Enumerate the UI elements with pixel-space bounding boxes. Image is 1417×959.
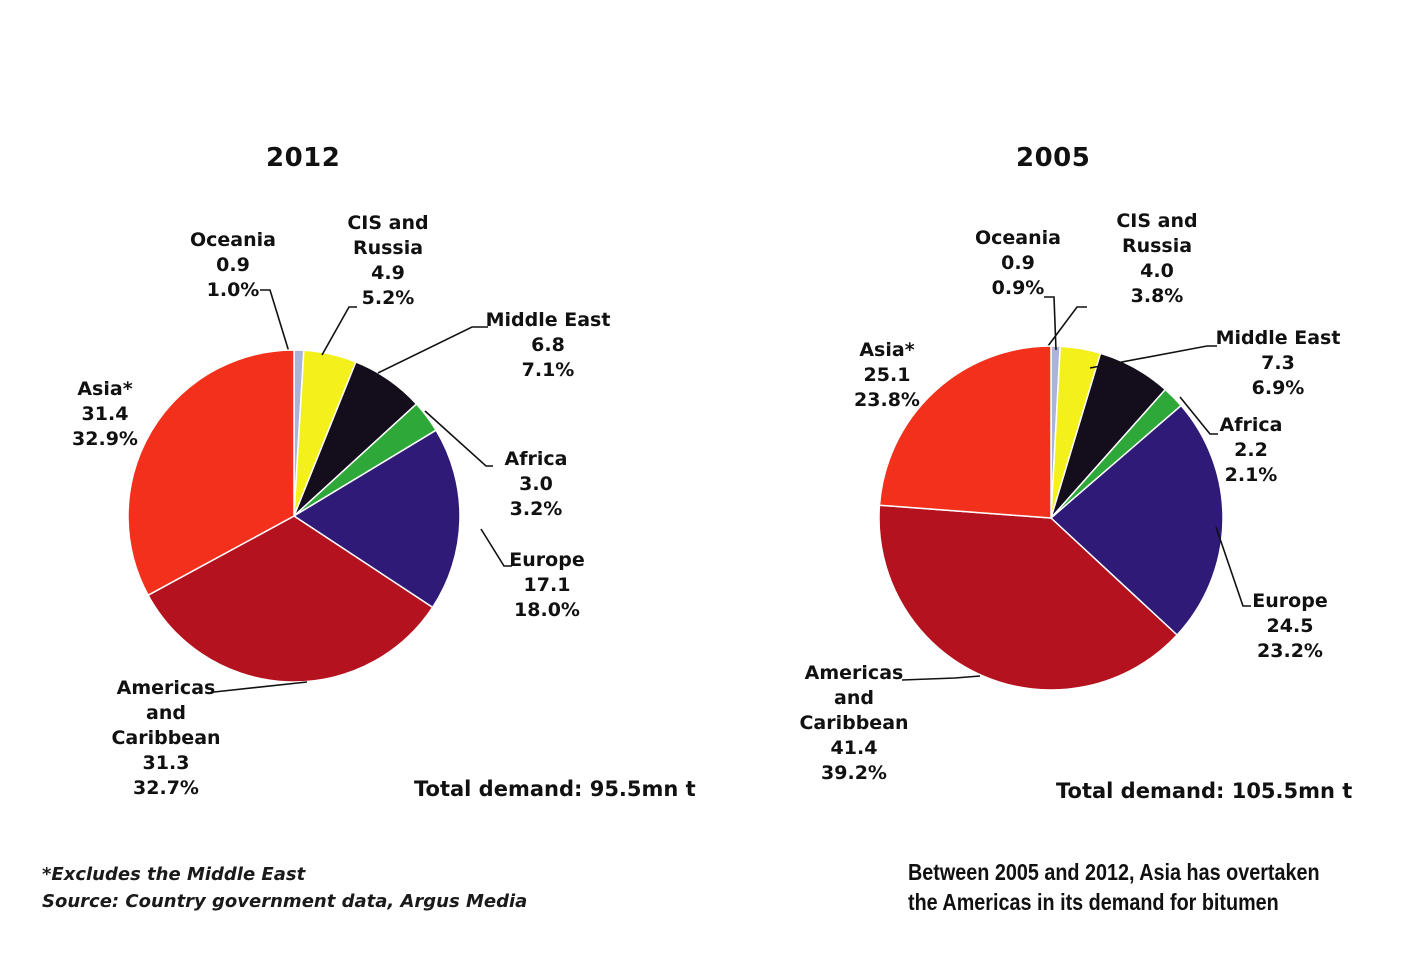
data-label-name: CIS and [347,212,429,234]
data-label-name: Caribbean [799,712,909,734]
pie-slice-2012-americas-and-caribbean [147,515,434,683]
data-label-name: Russia [352,237,424,259]
data-label-2005-1: CIS and Russia 4.0 3.8% [1116,209,1197,309]
data-label-name: Europe [509,549,585,571]
data-label-name: Europe [1252,590,1328,612]
data-label-value: 0.9 [216,254,250,276]
pie-slice-2012-asia [127,349,295,597]
leader-line-2005-1 [1044,306,1087,351]
pie-2005 [878,296,1251,691]
data-label-2005-0: Oceania 0.9 0.9% [975,226,1061,301]
pie-slice-2005-europe [1049,404,1224,637]
data-label-2012-3: Africa 3.0 3.2% [505,447,568,522]
data-label-percent: 7.1% [521,359,575,381]
leader-line-2005-3 [1179,396,1218,435]
chart-title-2005: 2005 [1016,143,1091,173]
data-label-percent: 3.2% [509,498,563,520]
data-label-percent: 2.1% [1224,464,1278,486]
leader-line-2012-0 [260,289,290,353]
data-label-percent: 1.0% [206,279,260,301]
footnote-excludes: *Excludes the Middle East [42,864,306,885]
data-label-name: and [834,687,874,709]
data-label-percent: 6.9% [1251,377,1305,399]
data-label-2005-6: Asia* 25.1 23.8% [854,338,920,413]
leader-line-2005-0 [1044,296,1057,351]
data-label-percent: 32.9% [72,428,138,450]
data-label-value: 2.2 [1234,439,1268,461]
chart-title-2012: 2012 [266,143,341,173]
data-label-name: Oceania [975,227,1061,249]
data-label-value: 31.3 [142,752,190,774]
leader-line-2005-5 [901,675,981,681]
data-label-value: 31.4 [81,403,129,425]
data-label-name: Americas [116,677,216,699]
data-label-name: CIS and [1116,210,1198,232]
total-demand-2012: Total demand: 95.5mn t [414,777,696,801]
data-label-2012-1: CIS and Russia 4.9 5.2% [347,211,428,311]
leader-line-2012-5 [213,681,308,693]
data-label-value: 25.1 [863,364,911,386]
data-label-value: 24.5 [1266,615,1314,637]
data-label-name: Caribbean [111,727,221,749]
caption-line-1: Between 2005 and 2012, Asia has overtake… [908,859,1320,885]
data-label-2005-2: Middle East 7.3 6.9% [1216,326,1341,401]
data-label-2012-4: Europe 17.1 18.0% [509,548,584,623]
data-label-2005-4: Europe 24.5 23.2% [1252,589,1327,664]
data-label-name: Africa [1219,414,1283,436]
data-label-name: Asia* [859,339,915,361]
pie-slice-2012-europe [292,429,461,609]
data-label-name: Middle East [1215,327,1341,349]
data-label-value: 3.0 [519,473,553,495]
data-label-name: Russia [1121,235,1193,257]
leader-line-2012-3 [424,410,493,467]
data-label-2012-2: Middle East 6.8 7.1% [486,308,611,383]
data-label-percent: 3.8% [1130,285,1184,307]
data-label-percent: 23.2% [1257,640,1323,662]
leader-line-2012-1 [321,306,357,356]
pie-slice-2005-asia [878,345,1052,519]
data-label-2005-5: Americas and Caribbean 41.4 39.2% [799,661,908,786]
footnote-source: Source: Country government data, Argus M… [42,891,528,912]
pie-slice-2005-americas-and-caribbean [878,504,1179,691]
data-label-value: 17.1 [523,574,571,596]
data-label-value: 7.3 [1261,352,1295,374]
data-label-percent: 18.0% [514,599,580,621]
data-label-value: 4.9 [371,262,405,284]
total-demand-2005: Total demand: 105.5mn t [1056,779,1353,803]
pie-2012 [127,289,512,693]
data-label-name: Africa [504,448,568,470]
leader-line-2005-2 [1089,345,1217,369]
data-label-name: Oceania [190,229,276,251]
data-label-percent: 0.9% [991,277,1045,299]
caption-line-2: the Americas in its demand for bitumen [908,889,1279,915]
data-label-value: 6.8 [531,334,565,356]
data-label-name: and [146,702,186,724]
data-label-2005-3: Africa 2.2 2.1% [1220,413,1283,488]
footnote: *Excludes the Middle East Source: Countr… [42,861,527,915]
data-label-name: Middle East [485,309,611,331]
leader-line-2012-4 [480,528,512,567]
data-label-name: Asia* [77,378,133,400]
data-label-2012-0: Oceania 0.9 1.0% [190,228,276,303]
data-label-value: 4.0 [1140,260,1174,282]
data-label-2012-5: Americas and Caribbean 31.3 32.7% [111,676,220,801]
data-label-value: 41.4 [830,737,878,759]
data-label-percent: 23.8% [854,389,920,411]
data-label-percent: 39.2% [821,762,887,784]
data-label-percent: 32.7% [133,777,199,799]
data-label-percent: 5.2% [361,287,415,309]
leader-line-2005-4 [1215,526,1251,607]
data-label-2012-6: Asia* 31.4 32.9% [72,377,138,452]
caption: Between 2005 and 2012, Asia has overtake… [908,857,1320,917]
data-label-value: 0.9 [1001,252,1035,274]
leader-line-2012-2 [377,326,488,374]
data-label-name: Americas [804,662,904,684]
